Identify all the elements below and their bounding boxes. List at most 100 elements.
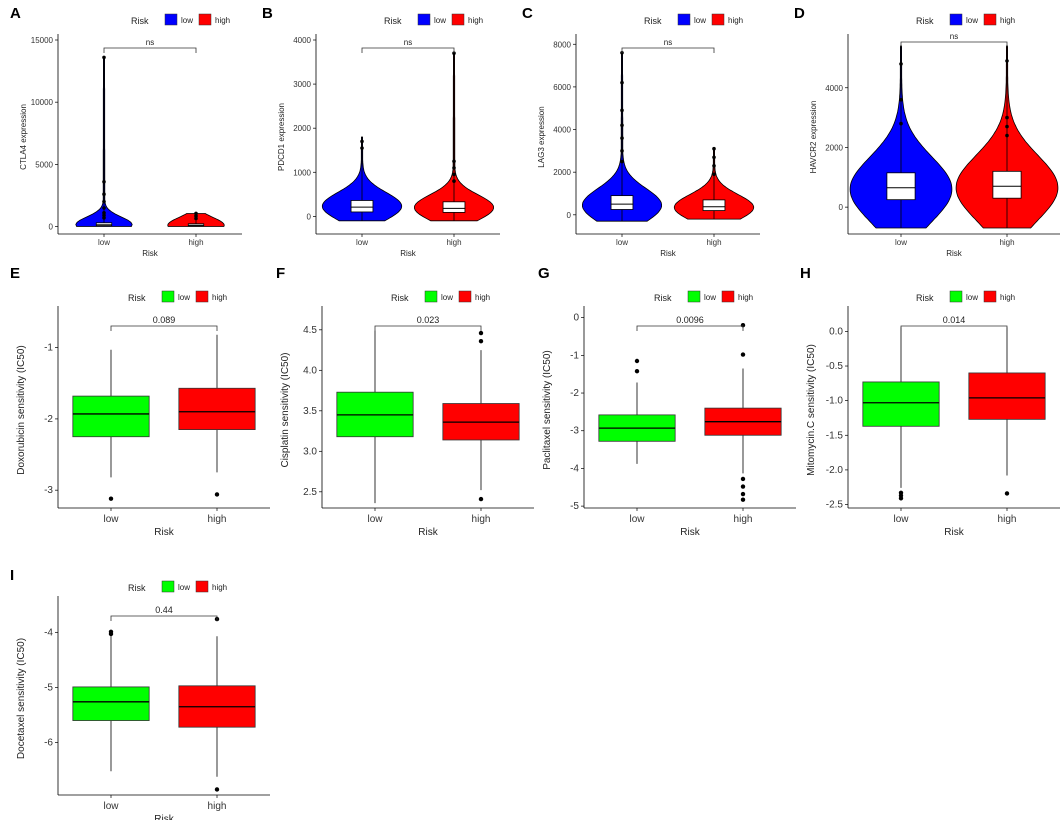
outlier-point [1005,491,1009,495]
outlier-point [741,492,745,496]
outlier-point [620,81,624,85]
legend-label-low: low [441,293,453,302]
legend: Risk low high [644,14,743,26]
legend-swatch-low [950,14,962,25]
series-low [322,137,401,221]
panel-label: C [522,5,533,22]
significance-bracket: 0.014 [901,315,1007,331]
outlier-point [215,492,219,496]
series-high [956,46,1058,228]
legend-label-low: low [181,16,193,25]
y-axis-title: Paclitaxel sensitivity (IC50) [542,350,553,469]
outlier-point [194,217,198,221]
panel-label: G [538,265,550,282]
y-tick-label: 2000 [825,143,843,152]
legend-label-high: high [1000,16,1015,25]
y-tick-label: -1.5 [826,430,844,441]
y-tick-label: 8000 [553,40,571,49]
y-tick-label: 3.0 [303,446,317,457]
outlier-point [215,787,219,791]
p-value-label: ns [146,38,154,47]
y-tick-label: -2 [570,388,579,399]
box-high [993,171,1021,198]
x-tick-label-high: high [998,514,1017,525]
bracket-line [362,48,454,53]
legend: Risk low high [128,581,227,593]
y-tick-label: 4000 [825,84,843,93]
outlier-point [741,484,745,488]
box-low [887,173,915,200]
p-value-label: 0.023 [417,315,440,325]
bracket-line [375,326,481,331]
y-tick-label: 4.5 [303,325,317,336]
outlier-point [620,136,624,140]
x-tick-label-high: high [472,514,491,525]
panel-label: B [262,5,273,22]
panel-d: D Risk low high020004000low highRiskHAVCR2 e… [794,5,1060,258]
x-tick-label-high: high [999,238,1014,247]
outlier-point [102,206,106,210]
y-tick-label: -5 [570,501,579,512]
significance-bracket: ns [104,38,196,53]
outlier-point [899,122,903,126]
panel-i: I Risk low high -6 -5 -4 low high Risk Docetaxel s… [10,567,270,820]
legend-title: Risk [128,583,146,593]
series-high [179,617,255,792]
y-axis-title: Cisplatin sensitivity (IC50) [280,352,291,467]
y-tick-label: 15000 [31,36,54,45]
x-tick-label-high: high [208,514,227,525]
y-tick-label: -2.5 [826,500,844,511]
y-tick-label: 4000 [553,126,571,135]
y-tick-label: 0 [307,212,312,221]
legend-swatch-high [984,14,996,25]
outlier-point [899,98,903,102]
y-axis-title: PDCD1 expression [277,103,286,171]
series-high [969,327,1045,495]
legend-label-high: high [1000,293,1015,302]
panel-label: I [10,567,14,584]
y-tick-label: 0 [573,313,579,324]
legend: Risk low high [131,14,230,26]
box-low [863,382,939,426]
y-tick-label: 0 [49,223,54,232]
y-tick-label: -4 [570,463,579,474]
significance-bracket: ns [622,38,714,53]
bracket-line [901,326,1007,331]
series-high [414,51,493,220]
series-low [850,46,952,228]
legend: Risk low high [916,14,1015,26]
x-tick-label-low: low [356,238,368,247]
p-value-label: ns [950,32,958,41]
p-value-label: 0.014 [943,315,966,325]
p-value-label: 0.089 [153,315,176,325]
box-low [73,687,149,721]
outlier-point [452,179,456,183]
legend-swatch-high [459,291,471,302]
outlier-point [1005,116,1009,120]
outlier-point [741,498,745,502]
x-tick-label-high: high [208,801,227,812]
x-axis-title: Risk [154,527,174,538]
y-tick-label: 4000 [293,36,311,45]
panel-a: A Risk low high 0 5000 10000 15000 low high Risk CT… [10,5,242,258]
y-tick-label: 1000 [293,168,311,177]
significance-bracket: ns [362,38,454,53]
y-tick-label: 2.5 [303,487,317,498]
legend-title: Risk [131,16,149,26]
outlier-point [635,369,639,373]
y-axis-title: CTLA4 expression [19,104,28,170]
x-axis-title: Risk [944,527,964,538]
legend-swatch-low [162,581,174,592]
y-tick-label: 0.0 [829,326,843,337]
y-tick-label: -1 [44,343,53,354]
y-axis-title: LAG3 expression [537,106,546,167]
outlier-point [360,146,364,150]
outlier-point [102,216,106,220]
legend-swatch-low [418,14,430,25]
y-tick-label: 2000 [553,168,571,177]
outlier-point [1005,125,1009,129]
significance-bracket: ns [901,32,1007,47]
y-tick-label: -2.0 [826,465,844,476]
legend-swatch-high [452,14,464,25]
